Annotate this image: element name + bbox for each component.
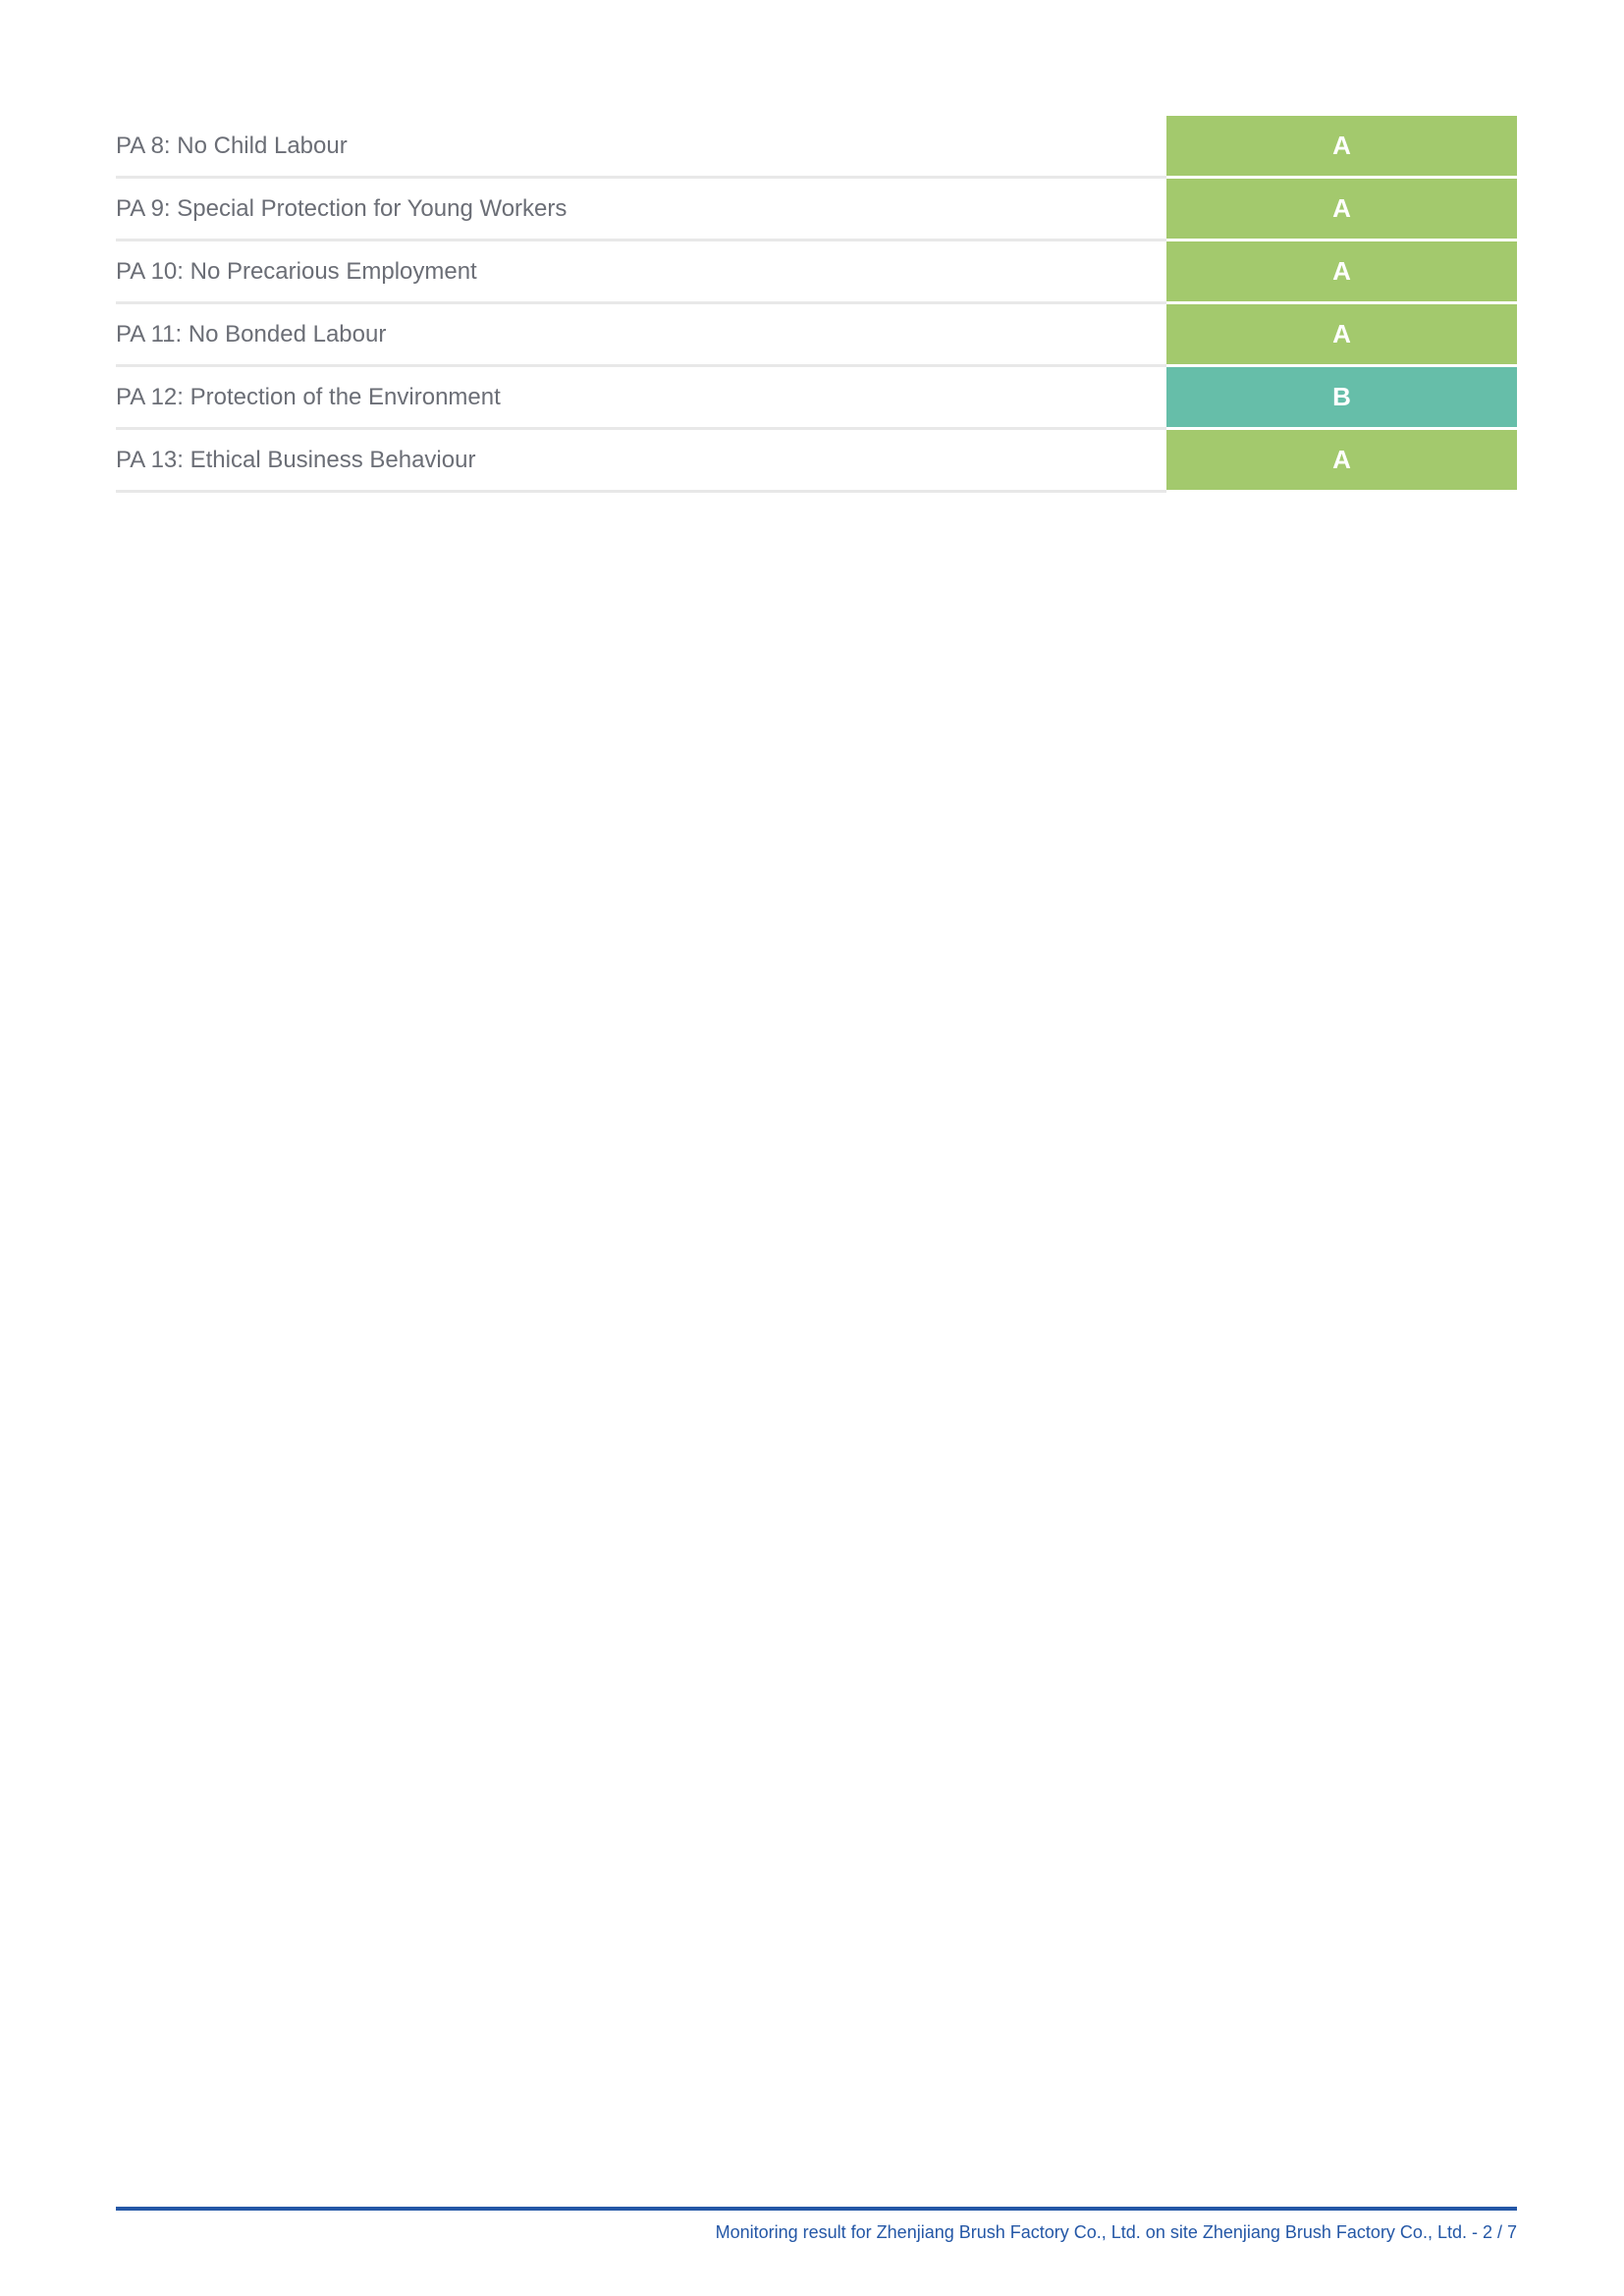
footer-divider xyxy=(116,2207,1517,2211)
grade-badge: B xyxy=(1166,367,1517,430)
footer-text: Monitoring result for Zhenjiang Brush Fa… xyxy=(715,2222,1517,2242)
table-row: PA 10: No Precarious Employment A xyxy=(116,241,1517,304)
performance-area-label: PA 10: No Precarious Employment xyxy=(116,257,477,285)
table-row: PA 12: Protection of the Environment B xyxy=(116,367,1517,430)
table-row: PA 8: No Child Labour A xyxy=(116,116,1517,179)
grade-badge: A xyxy=(1166,430,1517,493)
grade-badge: A xyxy=(1166,116,1517,179)
performance-area-label: PA 12: Protection of the Environment xyxy=(116,383,501,410)
table-row: PA 11: No Bonded Labour A xyxy=(116,304,1517,367)
grade-badge: A xyxy=(1166,179,1517,241)
performance-area-label: PA 11: No Bonded Labour xyxy=(116,320,387,347)
grade-badge: A xyxy=(1166,304,1517,367)
grade-badge: A xyxy=(1166,241,1517,304)
performance-area-table: PA 8: No Child Labour A PA 9: Special Pr… xyxy=(116,116,1517,493)
performance-area-label: PA 8: No Child Labour xyxy=(116,132,348,159)
table-row: PA 9: Special Protection for Young Worke… xyxy=(116,179,1517,241)
performance-area-label: PA 9: Special Protection for Young Worke… xyxy=(116,194,568,222)
table-row: PA 13: Ethical Business Behaviour A xyxy=(116,430,1517,493)
performance-area-label: PA 13: Ethical Business Behaviour xyxy=(116,446,476,473)
